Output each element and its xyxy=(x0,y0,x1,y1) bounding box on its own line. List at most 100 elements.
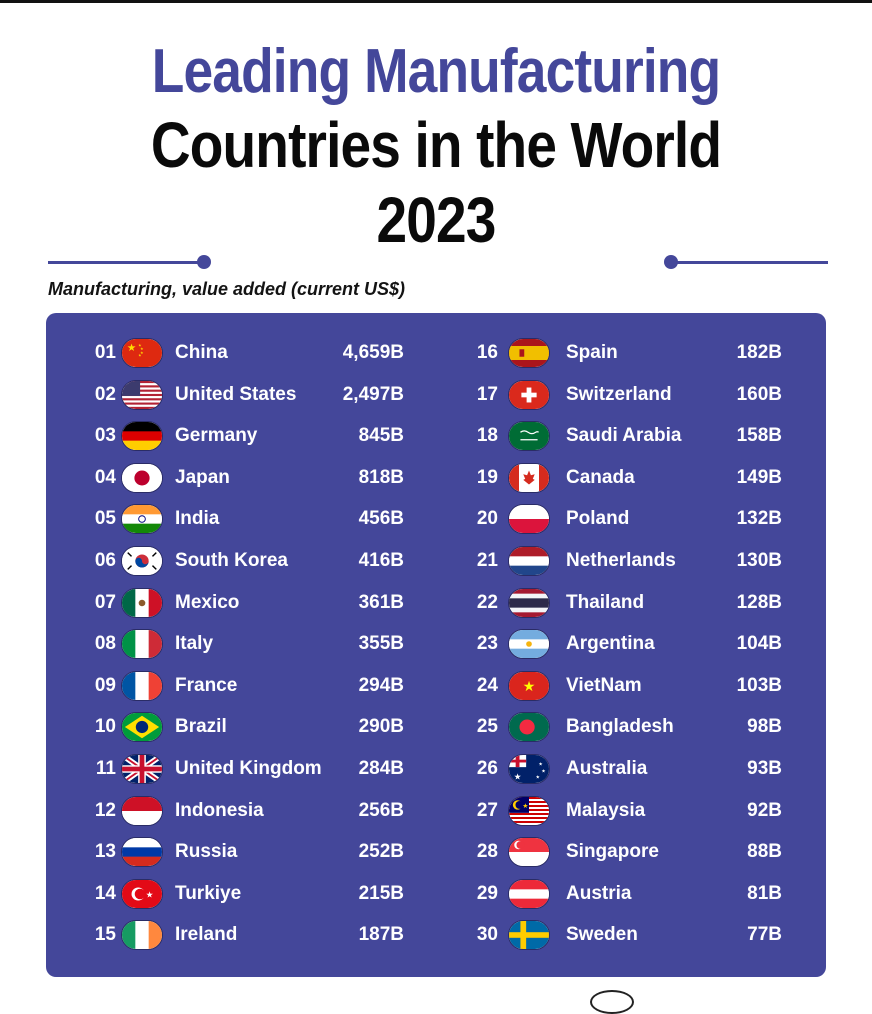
br-flag-icon xyxy=(121,712,163,743)
es-flag-icon xyxy=(508,338,550,368)
value-label: 416B xyxy=(358,550,404,571)
rank-number: 12 xyxy=(94,799,116,821)
rank-number: 06 xyxy=(94,550,116,571)
value-label: 294B xyxy=(358,674,404,696)
country-name: Spain xyxy=(566,342,618,363)
top-border-line xyxy=(0,0,872,3)
rank-number: 09 xyxy=(94,674,116,696)
table-row: 23 Argentina 104B xyxy=(46,629,826,660)
rank-number: 05 xyxy=(94,508,116,530)
value-label: 77B xyxy=(747,924,782,946)
chart-subtitle: Manufacturing, value added (current US$) xyxy=(48,279,406,299)
table-row: 01 ★ ★ ★ ★ ★ China 4,659B xyxy=(46,338,826,368)
value-label: 456B xyxy=(358,508,404,530)
table-row: 25 Bangladesh 98B xyxy=(46,712,826,743)
country-name: Japan xyxy=(175,466,230,488)
ch-flag-icon xyxy=(508,379,550,410)
svg-text:★: ★ xyxy=(140,347,144,351)
table-row: 27 ★ Malaysia 92B xyxy=(46,795,826,826)
table-row: 11 United Kingdom 284B xyxy=(46,754,826,784)
table-row: 04 Japan 818B xyxy=(46,462,826,493)
id-flag-icon xyxy=(121,795,163,826)
value-label: 818B xyxy=(358,466,404,488)
value-label: 88B xyxy=(747,841,782,863)
svg-text:★: ★ xyxy=(140,351,144,355)
title-line-2: Countries in the World xyxy=(150,109,722,181)
rank-number: 10 xyxy=(94,716,116,738)
country-name: France xyxy=(175,674,238,696)
country-name: Canada xyxy=(566,466,635,488)
value-label: 128B xyxy=(736,591,782,613)
rank-number: 14 xyxy=(94,882,116,904)
title-line-1: Leading Manufacturing xyxy=(151,37,721,106)
th-flag-icon xyxy=(508,587,550,618)
ru-flag-icon xyxy=(121,837,163,868)
bd-flag-icon xyxy=(508,712,550,743)
at-flag-icon xyxy=(508,878,550,909)
svg-text:★: ★ xyxy=(127,343,136,354)
rank-number: 29 xyxy=(476,882,498,904)
table-row: 18 Saudi Arabia 158B xyxy=(46,421,826,452)
table-row: 09 France 294B xyxy=(46,670,826,701)
kr-flag-icon xyxy=(121,546,163,576)
value-label: 158B xyxy=(736,425,782,447)
value-label: 92B xyxy=(747,799,782,821)
rank-number: 02 xyxy=(94,383,116,405)
rank-number: 20 xyxy=(476,508,498,530)
value-label: 81B xyxy=(747,882,782,904)
rank-number: 19 xyxy=(476,466,498,488)
country-name: Russia xyxy=(175,841,238,863)
value-label: 252B xyxy=(358,841,404,863)
cn-flag-icon: ★ ★ ★ ★ ★ xyxy=(121,338,163,368)
title-year: 2023 xyxy=(376,184,496,256)
country-name: Singapore xyxy=(566,841,659,863)
rank-number: 16 xyxy=(476,342,498,363)
country-name: VietNam xyxy=(566,674,642,696)
country-name: Netherlands xyxy=(566,550,676,571)
rank-number: 11 xyxy=(95,758,116,779)
country-name: Indonesia xyxy=(175,799,264,821)
value-label: 93B xyxy=(747,758,782,779)
country-name: Austria xyxy=(566,882,632,904)
gb-flag-icon xyxy=(121,754,163,784)
country-name: Malaysia xyxy=(566,799,646,821)
table-row: 17 Switzerland 160B xyxy=(46,379,826,410)
country-name: India xyxy=(175,508,220,530)
country-name: Germany xyxy=(175,425,258,447)
footer-logo-fragment xyxy=(590,990,634,1014)
svg-text:★: ★ xyxy=(523,678,536,694)
country-name: Sweden xyxy=(566,924,638,946)
svg-text:★: ★ xyxy=(138,354,142,358)
value-label: 290B xyxy=(358,716,404,738)
value-label: 98B xyxy=(747,716,782,738)
country-name: Mexico xyxy=(175,591,240,613)
nl-flag-icon xyxy=(508,546,550,576)
rank-number: 08 xyxy=(94,633,116,655)
table-row: 15 Ireland 187B xyxy=(46,920,826,951)
svg-text:★: ★ xyxy=(138,343,142,347)
rank-number: 22 xyxy=(476,591,498,613)
pl-flag-icon xyxy=(508,504,550,535)
country-name: Ireland xyxy=(175,924,238,946)
table-row: 10 Brazil 290B xyxy=(46,712,826,743)
table-row: 13 Russia 252B xyxy=(46,837,826,868)
country-name: Thailand xyxy=(566,591,645,613)
table-row: 30 Sweden 77B xyxy=(46,920,826,951)
rank-number: 23 xyxy=(476,633,498,655)
value-label: 361B xyxy=(358,591,404,613)
svg-text:★: ★ xyxy=(536,774,540,779)
country-name: Poland xyxy=(566,508,630,530)
country-name: Argentina xyxy=(566,633,655,655)
decorative-line-right xyxy=(668,261,828,264)
value-label: 256B xyxy=(358,799,404,821)
value-label: 845B xyxy=(358,425,404,447)
rank-number: 17 xyxy=(476,383,498,405)
table-row: 14 ★ Turkiye 215B xyxy=(46,878,826,909)
rank-number: 03 xyxy=(94,425,116,447)
country-name: Bangladesh xyxy=(566,716,674,738)
table-row: 08 Italy 355B xyxy=(46,629,826,660)
rank-number: 01 xyxy=(94,342,116,363)
table-row: 16 Spain 182B xyxy=(46,338,826,368)
fr-flag-icon xyxy=(121,670,163,701)
rank-number: 21 xyxy=(476,550,498,571)
